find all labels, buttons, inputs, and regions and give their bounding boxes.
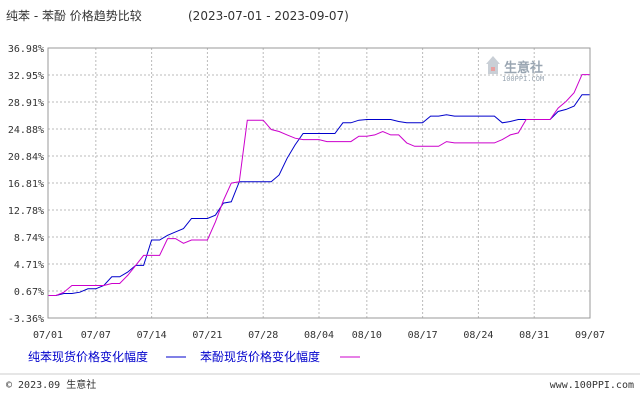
y-tick-label: 0.67%: [14, 287, 44, 298]
x-axis-ticks: 07/01 07/07 07/14 07/21 07/28 08/04 08/10 08/17…: [33, 330, 605, 341]
legend-label-0: 纯苯现货价格变化幅度: [28, 349, 148, 364]
legend-label-1: 苯酚现货价格变化幅度: [200, 349, 320, 364]
legend: 纯苯现货价格变化幅度 苯酚现货价格变化幅度: [28, 349, 360, 364]
x-tick-label: 07/21: [192, 330, 222, 341]
y-tick-label: 36.98%: [8, 44, 44, 55]
x-tick-label: 07/07: [81, 330, 111, 341]
y-tick-label: 20.84%: [8, 152, 44, 163]
y-tick-label: -3.36%: [8, 314, 44, 325]
y-tick-label: 12.78%: [8, 206, 44, 217]
logo-window-icon: [491, 67, 495, 71]
y-tick-label: 24.88%: [8, 125, 44, 136]
x-tick-label: 08/24: [463, 330, 493, 341]
series-line-0: [48, 94, 590, 296]
y-tick-label: 16.81%: [8, 179, 44, 190]
series-lines: [48, 74, 590, 296]
y-tick-label: 32.95%: [8, 71, 44, 82]
x-tick-label: 07/01: [33, 330, 63, 341]
chart-title: 纯苯 - 苯酚 价格趋势比较: [6, 8, 142, 23]
series-line-1: [48, 74, 590, 296]
x-tick-label: 08/10: [352, 330, 382, 341]
grid: [47, 47, 591, 319]
x-tick-label: 08/31: [519, 330, 549, 341]
y-tick-label: 8.74%: [14, 233, 44, 244]
x-tick-label: 08/17: [408, 330, 438, 341]
logo-name: 生意社: [504, 60, 543, 76]
watermark-logo: 生意社 100PPI.COM: [486, 56, 544, 83]
y-tick-label: 4.71%: [14, 260, 44, 271]
x-tick-label: 09/07: [575, 330, 605, 341]
footer-copyright: © 2023.09 生意社: [6, 378, 96, 391]
logo-sub: 100PPI.COM: [502, 75, 544, 83]
chart-date-range: (2023-07-01 - 2023-09-07): [188, 9, 349, 23]
x-tick-label: 07/28: [248, 330, 278, 341]
logo-roof-icon: [486, 56, 500, 64]
plot-frame: [47, 47, 591, 319]
y-axis-ticks: 36.98% 32.95% 28.91% 24.88% 20.84% 16.81% 12.7…: [8, 44, 44, 325]
x-tick-label: 08/04: [304, 330, 334, 341]
y-tick-label: 28.91%: [8, 98, 44, 109]
footer-url: www.100PPI.com: [550, 380, 634, 391]
x-tick-label: 07/14: [137, 330, 167, 341]
